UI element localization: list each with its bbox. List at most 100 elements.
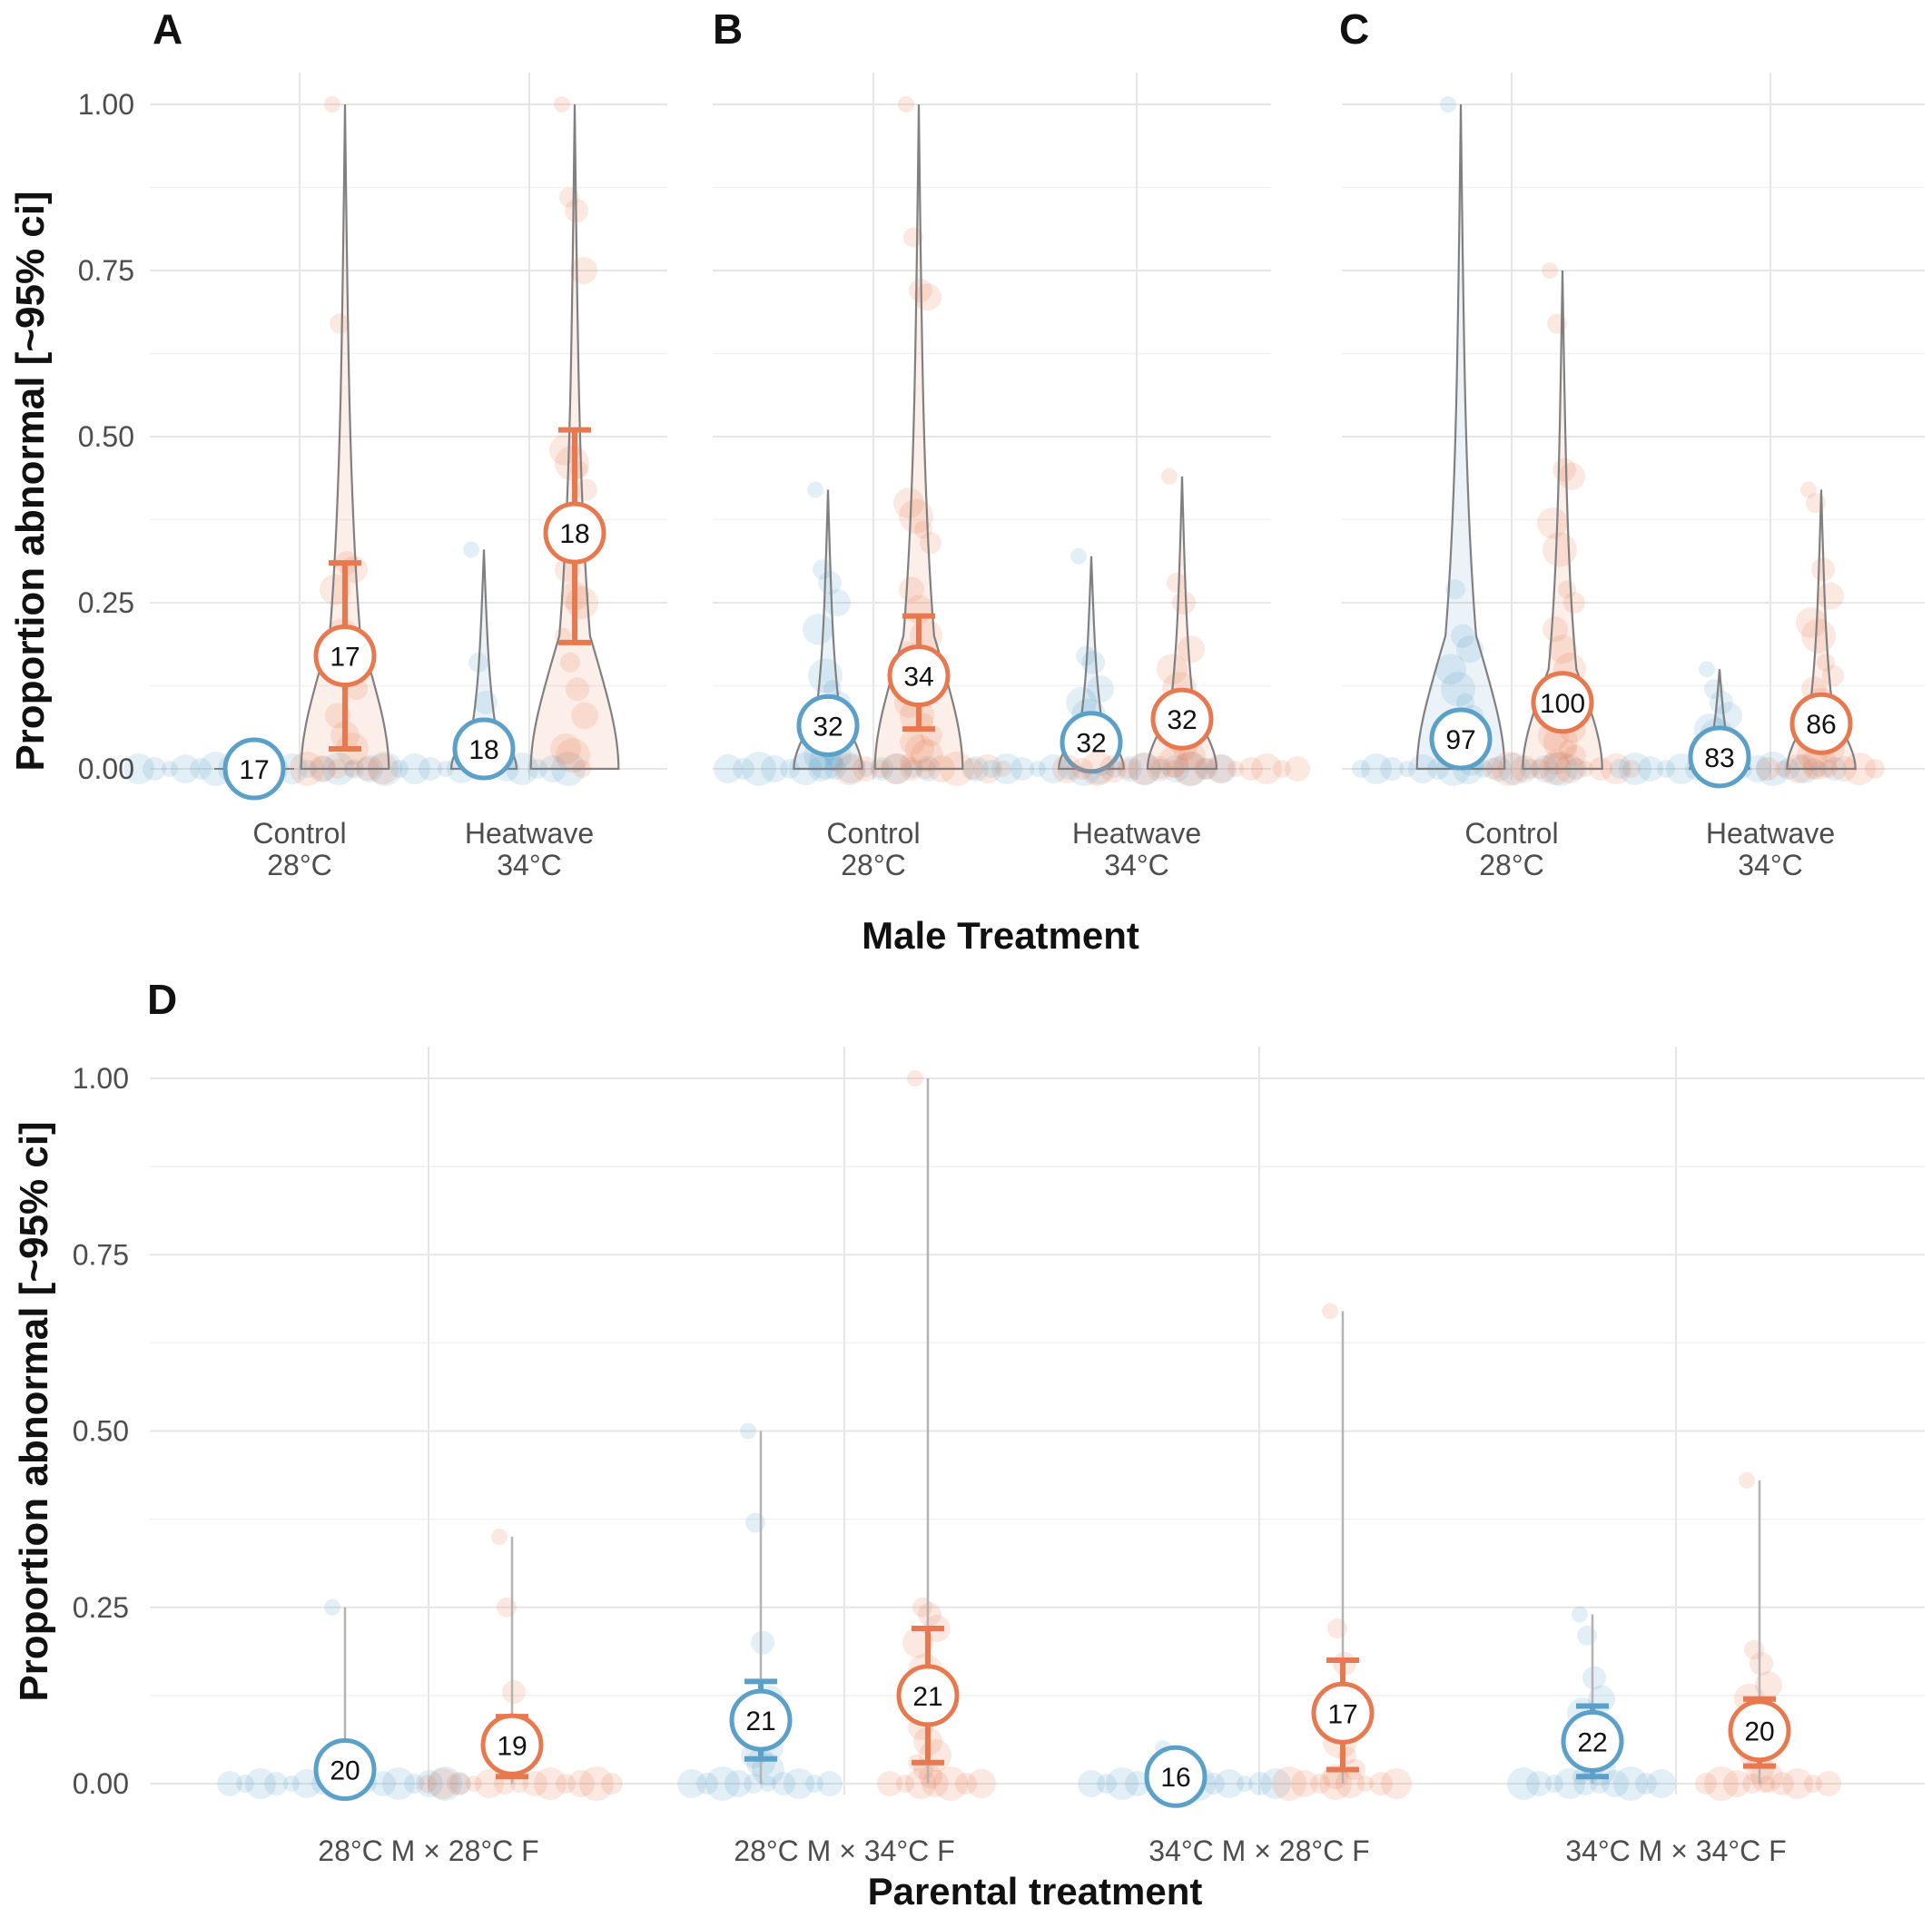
- mean-marker: [1060, 711, 1123, 774]
- data-point: [449, 1773, 471, 1795]
- data-point: [1203, 1773, 1225, 1795]
- data-point: [696, 1773, 718, 1795]
- y-tick-label: 1.00: [73, 1062, 129, 1095]
- y-tick-label: 0.00: [78, 752, 134, 785]
- text-layer: Proportion abnormal [~95% ci] Proportion…: [8, 5, 1835, 1913]
- data-point: [1542, 262, 1558, 279]
- data-point: [1750, 1651, 1773, 1676]
- data-point: [1610, 759, 1630, 779]
- sample-size-label: 22: [1577, 1727, 1607, 1757]
- y-tick-label: 0.25: [73, 1591, 129, 1624]
- sample-size-label: 83: [1704, 743, 1734, 773]
- data-point: [1715, 702, 1742, 730]
- sample-size-label: 17: [1327, 1699, 1357, 1729]
- data-point: [1843, 752, 1876, 785]
- data-point: [705, 1766, 740, 1801]
- data-point: [1030, 761, 1046, 777]
- data-point: [419, 757, 442, 781]
- data-point: [1796, 606, 1827, 638]
- data-point: [1704, 1766, 1739, 1801]
- category-label: 28°C: [1479, 849, 1544, 881]
- sample-size-label: 20: [330, 1756, 360, 1785]
- data-point: [1215, 1769, 1244, 1798]
- data-point: [382, 1767, 415, 1800]
- data-point: [1399, 761, 1415, 777]
- data-point: [751, 1630, 774, 1655]
- data-point: [772, 1772, 795, 1795]
- sample-size-label: 17: [330, 643, 360, 673]
- data-point: [893, 487, 924, 519]
- data-point: [907, 1070, 923, 1087]
- data-point: [1052, 754, 1081, 783]
- data-point: [324, 1598, 340, 1616]
- data-point: [264, 1772, 288, 1795]
- group-male-0: 17: [123, 737, 402, 801]
- panel-letter-B: B: [713, 5, 743, 53]
- mean-marker: [543, 501, 606, 565]
- data-point: [807, 481, 823, 498]
- category-label: 34°C: [497, 849, 562, 881]
- data-point: [1723, 1770, 1750, 1797]
- data-point: [1380, 757, 1404, 781]
- sample-size-label: 100: [1540, 689, 1585, 719]
- data-point: [601, 1773, 623, 1795]
- mean-marker: [313, 625, 377, 688]
- data-point: [1564, 744, 1586, 767]
- data-point: [556, 1774, 576, 1794]
- data-point: [534, 1767, 567, 1800]
- data-point: [324, 96, 340, 113]
- data-point: [1619, 752, 1651, 785]
- group-female-0: 17: [290, 96, 399, 786]
- data-point: [1080, 752, 1115, 786]
- mean-marker: [1429, 707, 1493, 771]
- x-axis-label-bottom: Parental treatment: [868, 1870, 1203, 1913]
- mean-marker: [887, 644, 951, 708]
- data-point: [1327, 1618, 1347, 1639]
- data-point: [1572, 1606, 1588, 1623]
- sample-size-label: 18: [559, 519, 589, 549]
- data-point: [1272, 1766, 1306, 1801]
- data-point: [1577, 1625, 1597, 1646]
- mean-marker: [313, 1737, 377, 1801]
- data-point: [1158, 746, 1188, 778]
- data-point: [818, 571, 842, 595]
- data-point: [1739, 1471, 1755, 1489]
- data-point: [1260, 1768, 1291, 1799]
- data-point: [143, 757, 166, 781]
- mean-marker: [222, 737, 286, 801]
- data-point: [447, 1772, 470, 1795]
- mean-marker: [1144, 1745, 1208, 1808]
- data-point: [1492, 752, 1526, 786]
- sample-size-label: 32: [813, 712, 843, 742]
- data-point: [567, 1770, 595, 1797]
- data-point: [911, 739, 943, 772]
- data-point: [497, 1597, 517, 1618]
- data-point: [1070, 547, 1087, 565]
- data-point: [1361, 753, 1392, 784]
- data-point: [1756, 752, 1790, 786]
- y-tick-label: 0.50: [78, 420, 134, 453]
- sample-size-label: 21: [745, 1707, 775, 1736]
- mean-marker: [796, 693, 860, 757]
- data-point: [1097, 1774, 1117, 1794]
- data-point: [1755, 1671, 1782, 1699]
- y-tick-label: 0.75: [73, 1238, 129, 1271]
- category-label: Heatwave: [1072, 817, 1201, 850]
- data-point: [579, 1766, 614, 1801]
- data-point: [803, 614, 833, 645]
- group-male-0: 32: [714, 481, 941, 786]
- data-point: [808, 658, 843, 693]
- data-point: [1451, 624, 1474, 648]
- data-point: [419, 1775, 437, 1793]
- violin-shape: [300, 103, 390, 771]
- data-point: [1613, 1766, 1648, 1801]
- data-point: [967, 1769, 996, 1798]
- data-point: [1440, 96, 1456, 113]
- mean-marker: [1150, 687, 1214, 751]
- data-point: [1756, 757, 1779, 781]
- data-point: [805, 1775, 823, 1793]
- data-point: [1558, 462, 1585, 490]
- data-point: [995, 761, 1011, 777]
- data-point: [899, 576, 924, 603]
